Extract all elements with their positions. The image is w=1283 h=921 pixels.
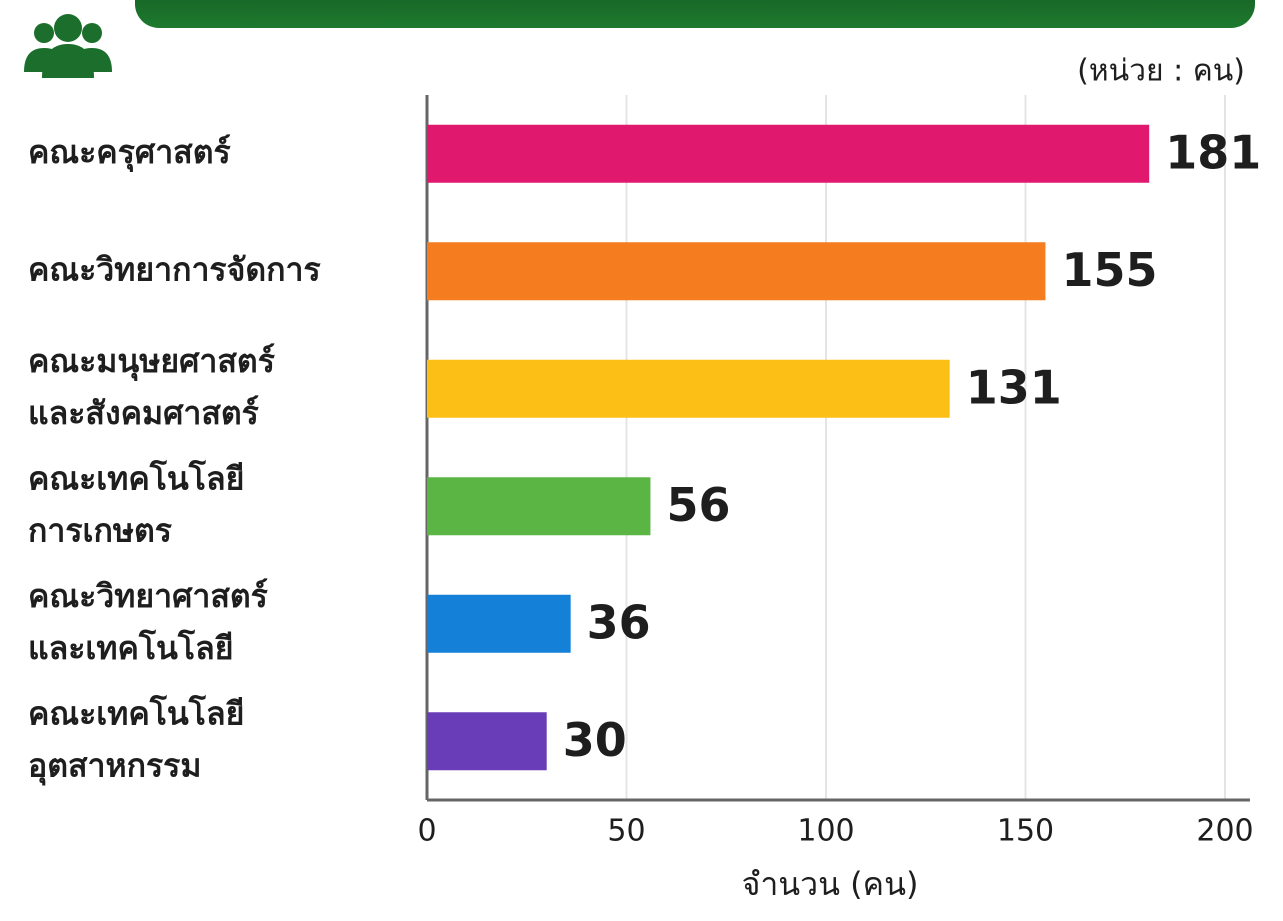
bar [427,242,1046,301]
y-tick-label: คณะมนุษยศาสตร์และสังคมศาสตร์ [28,342,275,432]
x-tick-label: 150 [997,814,1054,849]
x-tick-label: 100 [797,814,854,849]
y-tick-label: คณะเทคโนโลยีอุตสาหกรรม [28,694,244,786]
value-label: 36 [587,595,651,649]
x-axis-label: จำนวน (คน) [742,865,919,903]
x-tick-label: 50 [607,814,645,849]
bar [427,124,1150,183]
x-tick-label: 0 [417,814,436,849]
value-label: 155 [1061,243,1157,297]
people-icon [24,14,112,78]
bar [427,594,571,653]
unit-note: (หน่วย : คน) [1077,54,1245,89]
y-tick-label: คณะวิทยาศาสตร์และเทคโนโลยี [28,577,268,667]
value-label: 181 [1165,125,1261,179]
bar [427,477,651,536]
value-label: 30 [563,713,627,767]
bar [427,712,547,771]
value-label: 56 [666,478,730,532]
header-banner [135,0,1255,28]
value-label: 131 [966,360,1062,414]
y-tick-label: คณะวิทยาการจัดการ [28,250,321,288]
y-tick-label: คณะครุศาสตร์ [28,133,231,173]
y-tick-label: คณะเทคโนโลยีการเกษตร [28,459,244,549]
bar [427,359,950,418]
x-tick-label: 200 [1196,814,1253,849]
